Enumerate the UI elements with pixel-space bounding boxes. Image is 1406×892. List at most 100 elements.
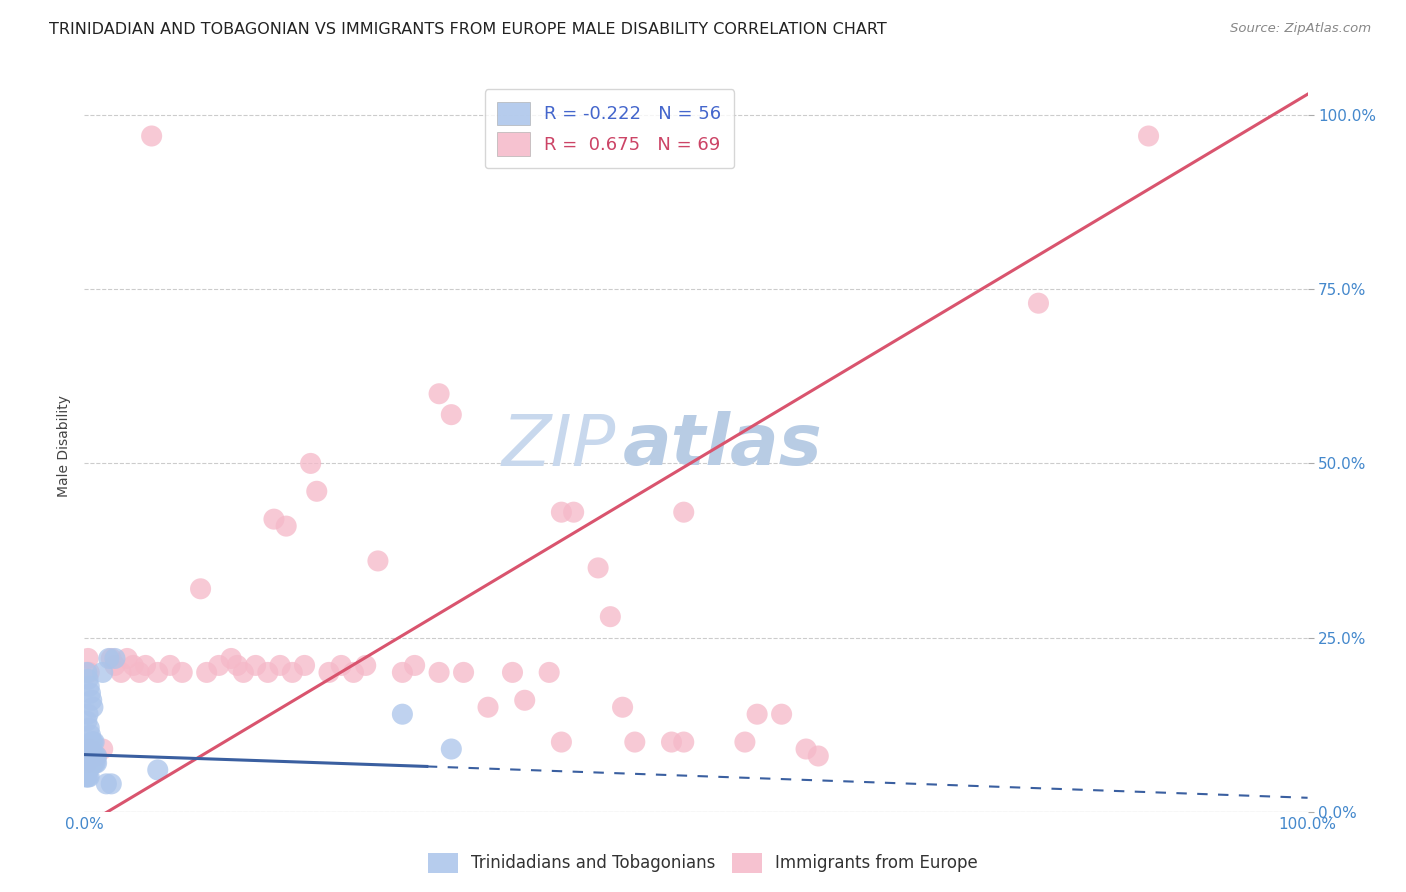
- Point: [77, 742, 100, 756]
- Legend: Trinidadians and Tobagonians, Immigrants from Europe: Trinidadians and Tobagonians, Immigrants…: [422, 847, 984, 880]
- Point: [83, 749, 105, 764]
- Text: atlas: atlas: [623, 411, 823, 481]
- Point: [141, 128, 163, 143]
- Point: [86, 749, 108, 764]
- Point: [75, 756, 97, 770]
- Point: [453, 665, 475, 680]
- Point: [76, 770, 98, 784]
- Point: [76, 714, 98, 728]
- Point: [77, 679, 100, 693]
- Point: [538, 665, 561, 680]
- Point: [75, 770, 97, 784]
- Point: [79, 756, 101, 770]
- Point: [79, 742, 101, 756]
- Point: [80, 735, 103, 749]
- Point: [172, 665, 194, 680]
- Point: [513, 693, 536, 707]
- Point: [1028, 296, 1050, 310]
- Point: [76, 756, 98, 770]
- Point: [427, 665, 450, 680]
- Point: [257, 665, 280, 680]
- Point: [77, 756, 100, 770]
- Point: [76, 749, 98, 764]
- Point: [269, 658, 291, 673]
- Point: [318, 665, 340, 680]
- Point: [97, 651, 120, 665]
- Point: [404, 658, 426, 673]
- Point: [367, 554, 389, 568]
- Point: [281, 665, 304, 680]
- Point: [77, 770, 100, 784]
- Text: Source: ZipAtlas.com: Source: ZipAtlas.com: [1230, 22, 1371, 36]
- Point: [195, 665, 218, 680]
- Point: [77, 749, 100, 764]
- Point: [77, 749, 100, 764]
- Point: [75, 749, 97, 764]
- Point: [83, 756, 105, 770]
- Point: [83, 735, 105, 749]
- Point: [77, 721, 100, 735]
- Point: [330, 658, 353, 673]
- Point: [77, 763, 100, 777]
- Point: [502, 665, 524, 680]
- Point: [82, 749, 104, 764]
- Point: [734, 735, 756, 749]
- Point: [135, 658, 157, 673]
- Point: [599, 609, 621, 624]
- Point: [128, 665, 150, 680]
- Point: [79, 686, 101, 700]
- Point: [391, 707, 413, 722]
- Point: [245, 658, 267, 673]
- Point: [232, 665, 254, 680]
- Point: [440, 408, 463, 422]
- Point: [82, 756, 104, 770]
- Point: [80, 756, 103, 770]
- Point: [146, 665, 169, 680]
- Point: [586, 561, 609, 575]
- Point: [672, 505, 695, 519]
- Point: [100, 651, 122, 665]
- Point: [91, 742, 114, 756]
- Point: [477, 700, 499, 714]
- Point: [80, 742, 103, 756]
- Point: [807, 749, 830, 764]
- Point: [747, 707, 769, 722]
- Point: [77, 749, 100, 764]
- Point: [82, 756, 104, 770]
- Point: [305, 484, 328, 499]
- Point: [550, 505, 572, 519]
- Point: [146, 763, 169, 777]
- Point: [770, 707, 793, 722]
- Point: [208, 658, 231, 673]
- Point: [82, 735, 104, 749]
- Y-axis label: Male Disability: Male Disability: [58, 395, 72, 497]
- Point: [86, 756, 108, 770]
- Point: [110, 665, 132, 680]
- Point: [263, 512, 285, 526]
- Point: [80, 693, 103, 707]
- Point: [427, 386, 450, 401]
- Point: [84, 756, 107, 770]
- Text: TRINIDADIAN AND TOBAGONIAN VS IMMIGRANTS FROM EUROPE MALE DISABILITY CORRELATION: TRINIDADIAN AND TOBAGONIAN VS IMMIGRANTS…: [49, 22, 887, 37]
- Point: [76, 763, 98, 777]
- Point: [77, 673, 100, 687]
- Point: [624, 735, 647, 749]
- Point: [76, 665, 98, 680]
- Point: [77, 763, 100, 777]
- Point: [82, 700, 104, 714]
- Text: ZIP: ZIP: [502, 411, 616, 481]
- Point: [77, 742, 100, 756]
- Point: [440, 742, 463, 756]
- Point: [122, 658, 145, 673]
- Point: [219, 651, 242, 665]
- Point: [75, 763, 97, 777]
- Point: [79, 742, 101, 756]
- Point: [354, 658, 377, 673]
- Point: [294, 658, 316, 673]
- Point: [75, 756, 97, 770]
- Point: [91, 665, 114, 680]
- Point: [83, 749, 105, 764]
- Point: [104, 651, 127, 665]
- Point: [75, 742, 97, 756]
- Point: [77, 651, 100, 665]
